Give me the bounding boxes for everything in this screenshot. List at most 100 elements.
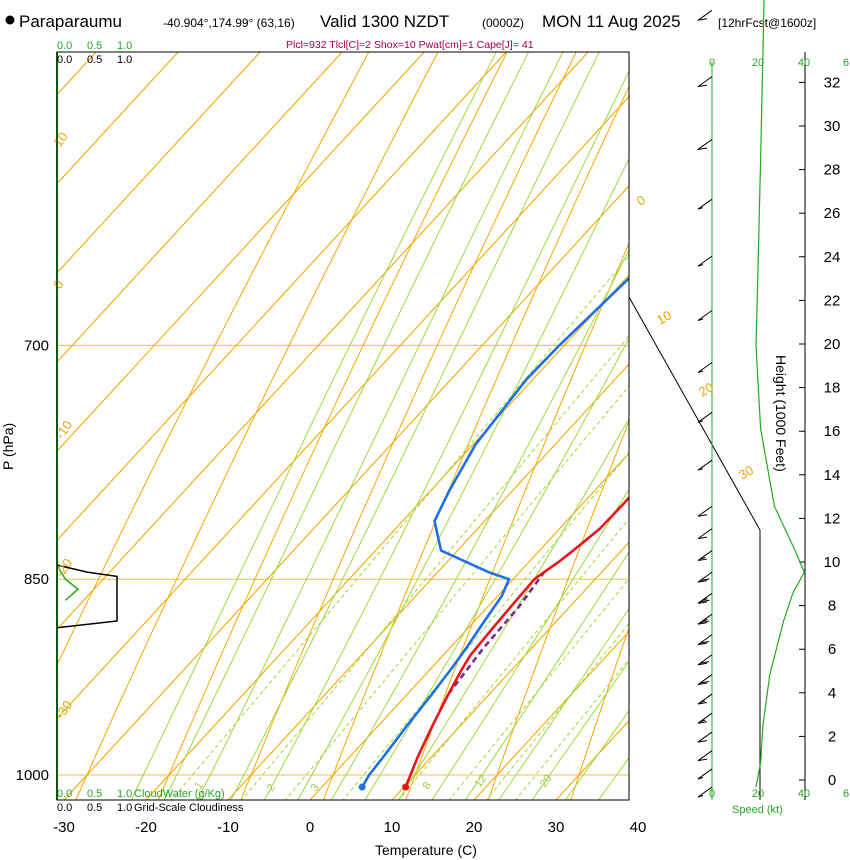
moist-adiabat bbox=[263, 70, 629, 800]
moist-adiabat bbox=[297, 157, 629, 800]
isotherm-line bbox=[57, 52, 507, 542]
stability-indices: Plcl=932 Tlcl[C]=2 Shox=10 Pwat[cm]=1 Ca… bbox=[286, 39, 534, 51]
height-tick-label: 22 bbox=[824, 292, 841, 309]
wind-barb bbox=[697, 768, 713, 780]
height-tick-label: 2 bbox=[828, 728, 836, 745]
speed-tick-top: 0 bbox=[709, 57, 715, 69]
isotherm-line bbox=[638, 52, 850, 800]
moist-adiabat bbox=[163, 52, 530, 800]
speed-tick-bottom: 0 bbox=[709, 788, 715, 800]
height-tick-label: 6 bbox=[828, 641, 836, 658]
mixing-ratio-line bbox=[241, 335, 629, 800]
isotherm-line bbox=[63, 185, 629, 800]
moist-adiabat bbox=[230, 52, 600, 800]
isotherm-line bbox=[57, 52, 589, 631]
height-tick-label: 12 bbox=[824, 510, 841, 527]
height-tick-label: 24 bbox=[824, 249, 841, 266]
mixing-ratio-line bbox=[448, 578, 629, 800]
forecast-lead: [12hrFcst@1600z] bbox=[718, 16, 816, 30]
moist-adiabat bbox=[531, 660, 629, 800]
moist-adiabat bbox=[607, 0, 850, 834]
moist-adiabat bbox=[398, 417, 629, 800]
cloudiness-profile bbox=[56, 564, 118, 629]
dry-adiabat bbox=[240, 52, 577, 800]
height-tick-label: 18 bbox=[824, 380, 841, 397]
wind-barb bbox=[697, 750, 713, 762]
x-axis-title: Temperature (C) bbox=[375, 842, 477, 858]
moist-adiabat bbox=[364, 337, 629, 800]
isotherm-label: -30 bbox=[52, 698, 75, 722]
model-run: (0000Z) bbox=[482, 16, 524, 30]
dry-adiabat bbox=[487, 419, 629, 800]
height-tick-label: 14 bbox=[824, 467, 841, 484]
isotherm-label: -20 bbox=[52, 556, 75, 580]
speed-tick-top: 20 bbox=[752, 57, 764, 69]
dry-adiabat bbox=[75, 52, 439, 800]
cloud-water-tick-bottom: 0.0 bbox=[57, 788, 72, 800]
isotherm-label: 20 bbox=[696, 379, 716, 399]
pressure-tick-label: 700 bbox=[24, 337, 49, 354]
mixing-ratio-label: 3 bbox=[309, 782, 322, 794]
mixing-ratio-label: 8 bbox=[421, 780, 434, 792]
forecast-date: MON 11 Aug 2025 bbox=[542, 12, 681, 31]
wind-barb bbox=[697, 592, 713, 604]
isotherm-line bbox=[391, 541, 629, 800]
y-axis-title: P (hPa) bbox=[0, 423, 16, 470]
height-tick-label: 10 bbox=[824, 554, 841, 571]
cloudiness-tick-bottom: 1.0 bbox=[117, 802, 132, 814]
wind-barb bbox=[697, 255, 713, 267]
wind-barb bbox=[697, 571, 713, 583]
cloudiness-label: Grid-Scale Cloudiness bbox=[134, 802, 244, 814]
wind-barb bbox=[697, 459, 713, 471]
height-axis-title: Height (1000 Feet) bbox=[773, 355, 789, 472]
pressure-tick-label: 1000 bbox=[16, 767, 49, 784]
isotherm-line bbox=[57, 52, 343, 363]
mixing-ratio-line bbox=[342, 452, 629, 800]
temperature-tick-label: 30 bbox=[548, 819, 565, 836]
isotherm-line bbox=[57, 52, 261, 274]
plot-frame bbox=[56, 51, 630, 801]
mixing-ratio-line bbox=[284, 385, 629, 800]
wind-barb bbox=[697, 139, 713, 150]
wind-barb bbox=[697, 76, 713, 88]
wind-barb bbox=[697, 634, 713, 646]
speed-tick-top: 6 bbox=[843, 57, 849, 69]
cloud-water-tick-top: 0.5 bbox=[87, 40, 102, 52]
moist-adiabat bbox=[640, 0, 850, 834]
temperature-tick-label: 20 bbox=[466, 819, 483, 836]
dewpoint-curve bbox=[361, 276, 629, 788]
dry-adiabat bbox=[157, 52, 508, 800]
mixing-ratio-line bbox=[398, 518, 629, 800]
temperature-tick-label: -20 bbox=[135, 819, 157, 836]
wind-barb bbox=[697, 613, 713, 625]
pressure-tick-label: 850 bbox=[24, 571, 49, 588]
speed-tick-bottom: 6 bbox=[843, 788, 849, 800]
wind-barb bbox=[697, 362, 713, 373]
height-tick-label: 16 bbox=[824, 423, 841, 440]
isotherm-label: -10 bbox=[52, 418, 75, 442]
moist-adiabat bbox=[130, 52, 497, 800]
moist-adiabat bbox=[498, 608, 629, 800]
isotherm-label: 10 bbox=[50, 129, 71, 149]
wind-barb bbox=[697, 693, 713, 705]
cloud-water-label: CloudWater (g/Kg) bbox=[134, 788, 225, 800]
isotherm-label: 0 bbox=[634, 192, 648, 209]
mixing-ratio-line bbox=[170, 255, 629, 800]
temperature-curve bbox=[404, 495, 629, 788]
isotherm-label: 10 bbox=[654, 307, 674, 327]
speed-tick-bottom: 40 bbox=[798, 788, 810, 800]
height-connector-line bbox=[628, 296, 761, 531]
surface-dewpoint-dot bbox=[358, 783, 366, 791]
wind-barb bbox=[697, 712, 713, 724]
wind-barb bbox=[697, 786, 713, 798]
wind-barb bbox=[697, 674, 713, 686]
isotherm-line bbox=[555, 719, 629, 800]
mixing-ratio-label: 12 bbox=[473, 773, 490, 790]
height-tick-label: 4 bbox=[828, 685, 836, 702]
cloudiness-tick-top: 1.0 bbox=[117, 54, 132, 66]
isotherm-line bbox=[473, 630, 629, 800]
mixing-ratio-label: 2 bbox=[265, 782, 278, 794]
wind-barb bbox=[697, 505, 713, 517]
isotherm-label: 30 bbox=[736, 462, 756, 482]
height-tick-label: 30 bbox=[824, 118, 841, 135]
